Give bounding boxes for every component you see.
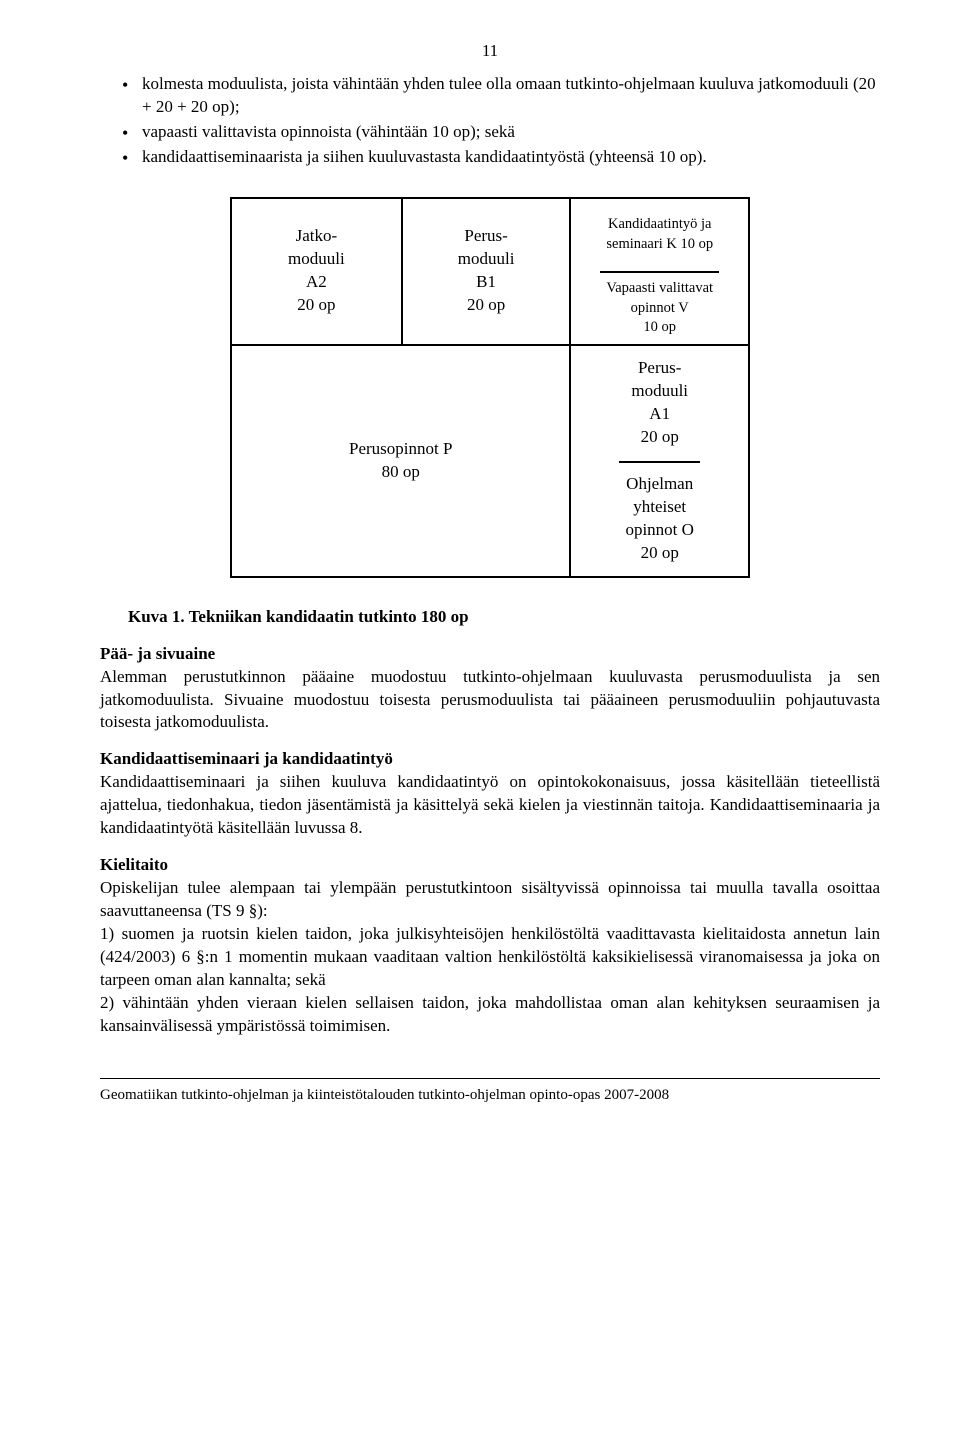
cell-right-upper-group: Kandidaatintyö ja seminaari K 10 op Vapa…	[569, 199, 748, 344]
cell-perusmoduuli-b1: Perus- moduuli B1 20 op	[401, 199, 570, 344]
figure-caption: Kuva 1. Tekniikan kandidaatin tutkinto 1…	[128, 606, 880, 629]
cell-line: Ohjelman	[626, 473, 693, 496]
cell-perusmoduuli-a1: Perus- moduuli A1 20 op	[625, 346, 694, 461]
cell-line: opinnot V	[631, 299, 689, 319]
cell-line: moduuli	[288, 248, 345, 271]
cell-line: moduuli	[458, 248, 515, 271]
cell-line: Kandidaatintyö ja	[608, 215, 711, 235]
cell-line: Perusopinnot P	[349, 438, 452, 461]
bullet-item: vapaasti valittavista opinnoista (vähint…	[122, 121, 880, 144]
cell-line: 10 op	[643, 318, 676, 338]
cell-line: seminaari K 10 op	[606, 235, 713, 255]
cell-jatkomoduuli-a2: Jatko- moduuli A2 20 op	[232, 199, 401, 344]
section-body: Alemman perustutkinnon pääaine muodostuu…	[100, 666, 880, 735]
section-body: 2) vähintään yhden vieraan kielen sellai…	[100, 992, 880, 1038]
cell-line: 20 op	[641, 542, 679, 565]
cell-line: yhteiset	[633, 496, 686, 519]
cell-line: 20 op	[641, 426, 679, 449]
section-heading: Kielitaito	[100, 854, 880, 877]
page-number: 11	[100, 40, 880, 63]
cell-line: opinnot O	[625, 519, 693, 542]
structure-diagram: Jatko- moduuli A2 20 op Perus- moduuli B…	[230, 197, 750, 578]
section-heading: Pää- ja sivuaine	[100, 643, 880, 666]
cell-line: A2	[306, 271, 327, 294]
bullet-item: kandidaattiseminaarista ja siihen kuuluv…	[122, 146, 880, 169]
cell-line: B1	[476, 271, 496, 294]
cell-line: moduuli	[631, 380, 688, 403]
cell-vapaasti-valittavat: Vapaasti valittavat opinnot V 10 op	[600, 271, 719, 344]
section-heading: Kandidaattiseminaari ja kandidaatintyö	[100, 748, 880, 771]
cell-perusopinnot-p: Perusopinnot P 80 op	[232, 346, 569, 576]
cell-line: 20 op	[467, 294, 505, 317]
diagram-row-1: Jatko- moduuli A2 20 op Perus- moduuli B…	[232, 199, 748, 344]
cell-ohjelman-yhteiset: Ohjelman yhteiset opinnot O 20 op	[619, 461, 699, 576]
cell-line: Jatko-	[296, 225, 338, 248]
cell-line: Perus-	[638, 357, 681, 380]
section-body: 1) suomen ja ruotsin kielen taidon, joka…	[100, 923, 880, 992]
cell-line: A1	[649, 403, 670, 426]
cell-kandidaatintyo: Kandidaatintyö ja seminaari K 10 op	[600, 199, 719, 272]
cell-line: Vapaasti valittavat	[606, 279, 713, 299]
bullet-list: kolmesta moduulista, joista vähintään yh…	[100, 73, 880, 169]
diagram-row-2: Perusopinnot P 80 op Perus- moduuli A1 2…	[232, 344, 748, 576]
cell-line: Perus-	[464, 225, 507, 248]
section-body: Kandidaattiseminaari ja siihen kuuluva k…	[100, 771, 880, 840]
cell-line: 80 op	[382, 461, 420, 484]
section-body: Opiskelijan tulee alempaan tai ylempään …	[100, 877, 880, 923]
page-footer: Geomatiikan tutkinto-ohjelman ja kiintei…	[100, 1078, 880, 1105]
bullet-item: kolmesta moduulista, joista vähintään yh…	[122, 73, 880, 119]
cell-line: 20 op	[297, 294, 335, 317]
cell-right-lower-group: Perus- moduuli A1 20 op Ohjelman yhteise…	[569, 346, 748, 576]
